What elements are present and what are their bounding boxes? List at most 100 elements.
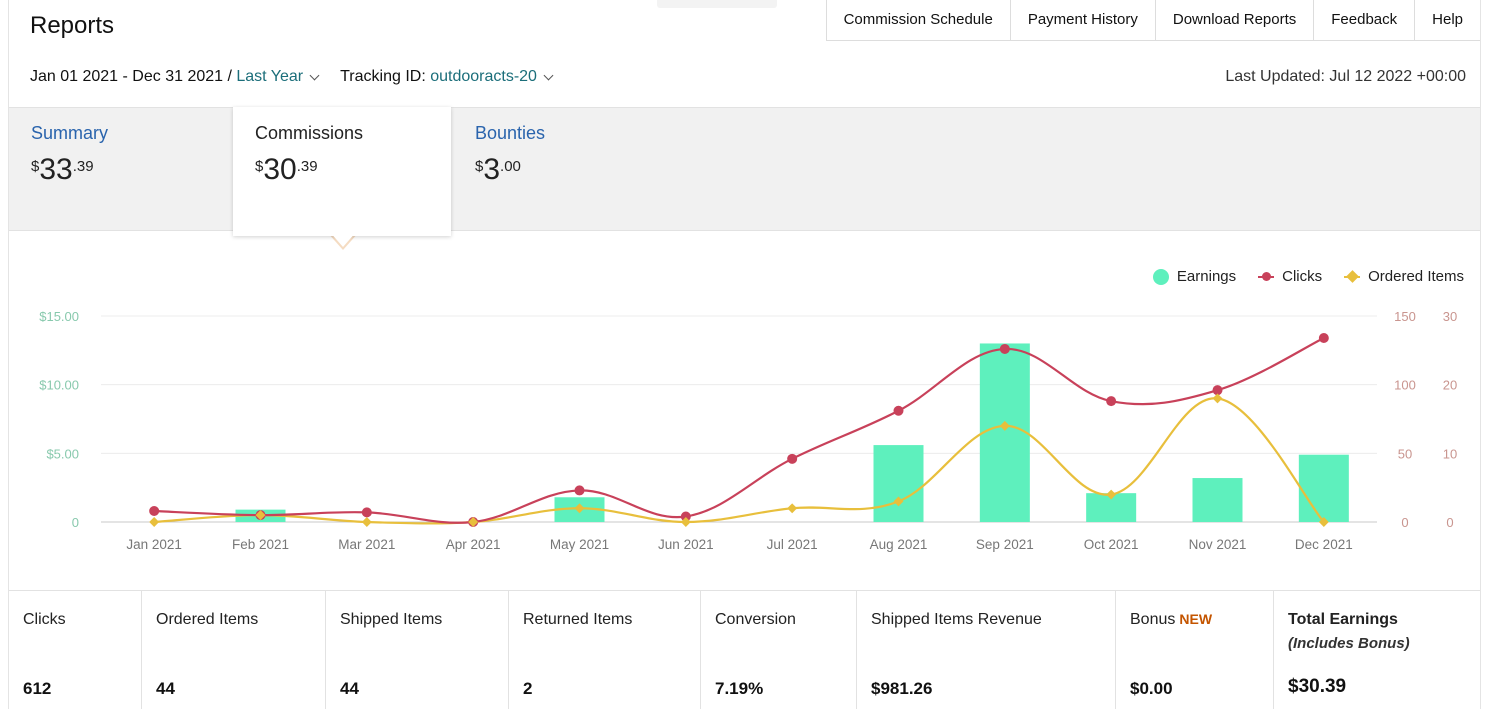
stat-label: Total Earnings — [1288, 611, 1398, 628]
tab-bounties-label: Bounties — [475, 123, 546, 143]
earnings-chart: Earnings Clicks Ordered Items 0 0 0 $5.00 50… — [9, 232, 1480, 588]
currency-symbol: $ — [475, 158, 484, 175]
stat-value: $30.39 — [1288, 676, 1347, 697]
chart-svg: 0 0 0 $5.00 50 10 $10.00 100 20 $15.00 150 30 Jan 20… — [39, 309, 1457, 552]
stat-returned-items: Returned Items 2 — [509, 591, 701, 709]
stat-ordered-items: Ordered Items 44 — [142, 591, 326, 709]
y-right-items-tick-label: 30 — [1443, 309, 1457, 324]
y-right-items-tick-label: 0 — [1446, 515, 1453, 530]
bonus-label: Bonus — [1130, 611, 1176, 628]
nav-feedback[interactable]: Feedback — [1314, 0, 1416, 40]
stat-bonus: Bonus NEW $0.00 — [1116, 591, 1274, 709]
clicks-point — [1318, 332, 1329, 343]
stat-label: Returned Items — [523, 611, 633, 628]
amount-whole: 3 — [483, 153, 501, 186]
ordered-items-point — [361, 517, 372, 527]
clicks-line — [154, 336, 1325, 524]
legend-label: Ordered Items — [1368, 268, 1464, 285]
stat-label: Bonus NEW — [1130, 611, 1273, 629]
stats-row: Clicks 612 Ordered Items 44 Shipped Item… — [9, 590, 1480, 709]
x-tick-label: Aug 2021 — [870, 537, 928, 552]
stat-value: $0.00 — [1130, 679, 1173, 698]
date-range-text: Jan 01 2021 - Dec 31 2021 / — [30, 68, 232, 85]
x-tick-label: Sep 2021 — [976, 537, 1034, 552]
clicks-point — [1106, 396, 1117, 407]
legend-label: Clicks — [1282, 268, 1323, 285]
tracking-id-label: Tracking ID: — [340, 68, 426, 85]
tab-summary[interactable]: Summary $ 33 .39 — [9, 107, 233, 231]
earnings-bar — [1192, 478, 1243, 522]
tab-bounties[interactable]: Bounties $ 3 .00 — [453, 107, 673, 231]
x-tick-label: Mar 2021 — [338, 537, 395, 552]
chevron-down-icon[interactable] — [543, 70, 554, 80]
amount-cents: .39 — [72, 158, 94, 175]
tab-bounties-amount: $ 3 .00 — [475, 154, 651, 186]
x-tick-label: Feb 2021 — [232, 537, 289, 552]
stat-value: 7.19% — [715, 679, 764, 698]
nav-payment-history[interactable]: Payment History — [1011, 0, 1156, 40]
earnings-bar — [979, 343, 1030, 522]
legend-item-clicks[interactable]: Clicks — [1258, 268, 1322, 285]
currency-symbol: $ — [255, 158, 264, 175]
x-tick-label: Jul 2021 — [767, 537, 818, 552]
tab-commissions[interactable]: Commissions $ 30 .39 — [233, 107, 451, 236]
faint-top-tab — [657, 0, 777, 8]
x-tick-label: May 2021 — [550, 537, 609, 552]
x-tick-label: Jun 2021 — [658, 537, 714, 552]
ordered-items-legend-icon — [1344, 269, 1361, 283]
date-preset-dropdown[interactable]: Last Year — [236, 68, 304, 85]
tab-summary-amount: $ 33 .39 — [31, 154, 211, 186]
legend-item-earnings[interactable]: Earnings — [1152, 268, 1236, 285]
tab-commissions-label: Commissions — [255, 123, 364, 143]
stat-shipped-items-revenue: Shipped Items Revenue $981.26 — [857, 591, 1116, 709]
y-right-items-tick-label: 10 — [1443, 446, 1457, 461]
new-badge: NEW — [1179, 611, 1213, 627]
tab-commissions-amount: $ 30 .39 — [255, 154, 429, 186]
stat-value: $981.26 — [871, 679, 933, 698]
y-left-tick-label: $10.00 — [39, 378, 79, 393]
nav-help[interactable]: Help — [1432, 11, 1463, 28]
y-right-clicks-tick-label: 100 — [1394, 378, 1416, 393]
clicks-point — [787, 453, 798, 464]
ordered-items-point — [1212, 393, 1223, 404]
ordered-items-point — [574, 503, 585, 514]
chevron-down-icon[interactable] — [309, 70, 320, 80]
nav-commission-schedule[interactable]: Commission Schedule — [827, 0, 1011, 40]
amount-cents: .00 — [500, 158, 521, 175]
top-nav: Commission Schedule Payment History Down… — [825, 0, 1480, 41]
stat-label: Conversion — [715, 611, 796, 628]
earnings-bar — [1298, 454, 1349, 522]
ordered-items-line — [154, 397, 1325, 525]
ordered-items-point — [999, 420, 1010, 431]
ordered-items-point — [893, 496, 904, 507]
tracking-id-dropdown[interactable]: outdooracts-20 — [430, 68, 537, 85]
stat-value: 2 — [523, 679, 533, 698]
stat-value: 44 — [340, 679, 359, 698]
y-right-clicks-tick-label: 150 — [1394, 309, 1416, 324]
ordered-items-point — [787, 503, 798, 514]
y-left-tick-label: $15.00 — [39, 309, 79, 324]
stat-value: 612 — [23, 679, 52, 698]
clicks-point — [680, 511, 691, 522]
stat-value: 44 — [156, 679, 175, 698]
clicks-point — [893, 405, 904, 416]
y-left-tick-label: 0 — [72, 515, 79, 530]
stat-label: Shipped Items — [340, 611, 443, 628]
x-tick-label: Apr 2021 — [446, 537, 501, 552]
clicks-point — [1212, 385, 1223, 396]
clicks-point — [574, 485, 585, 496]
legend-item-ordered-items[interactable]: Ordered Items — [1344, 268, 1464, 285]
stat-shipped-items: Shipped Items 44 — [326, 591, 509, 709]
y-left-tick-label: $5.00 — [46, 446, 79, 461]
chart-legend: Earnings Clicks Ordered Items — [1131, 268, 1464, 285]
x-tick-label: Dec 2021 — [1295, 537, 1353, 552]
nav-download-reports[interactable]: Download Reports — [1156, 0, 1315, 40]
stat-label: Clicks — [23, 611, 66, 628]
clicks-point — [361, 507, 372, 518]
ordered-items-point — [1106, 489, 1117, 500]
stat-sublabel: (Includes Bonus) — [1288, 635, 1410, 652]
stat-label: Shipped Items Revenue — [871, 611, 1042, 628]
reports-panel: Reports Commission Schedule Payment Hist… — [8, 0, 1481, 709]
amount-whole: 33 — [39, 153, 73, 186]
tab-summary-label: Summary — [31, 123, 109, 143]
